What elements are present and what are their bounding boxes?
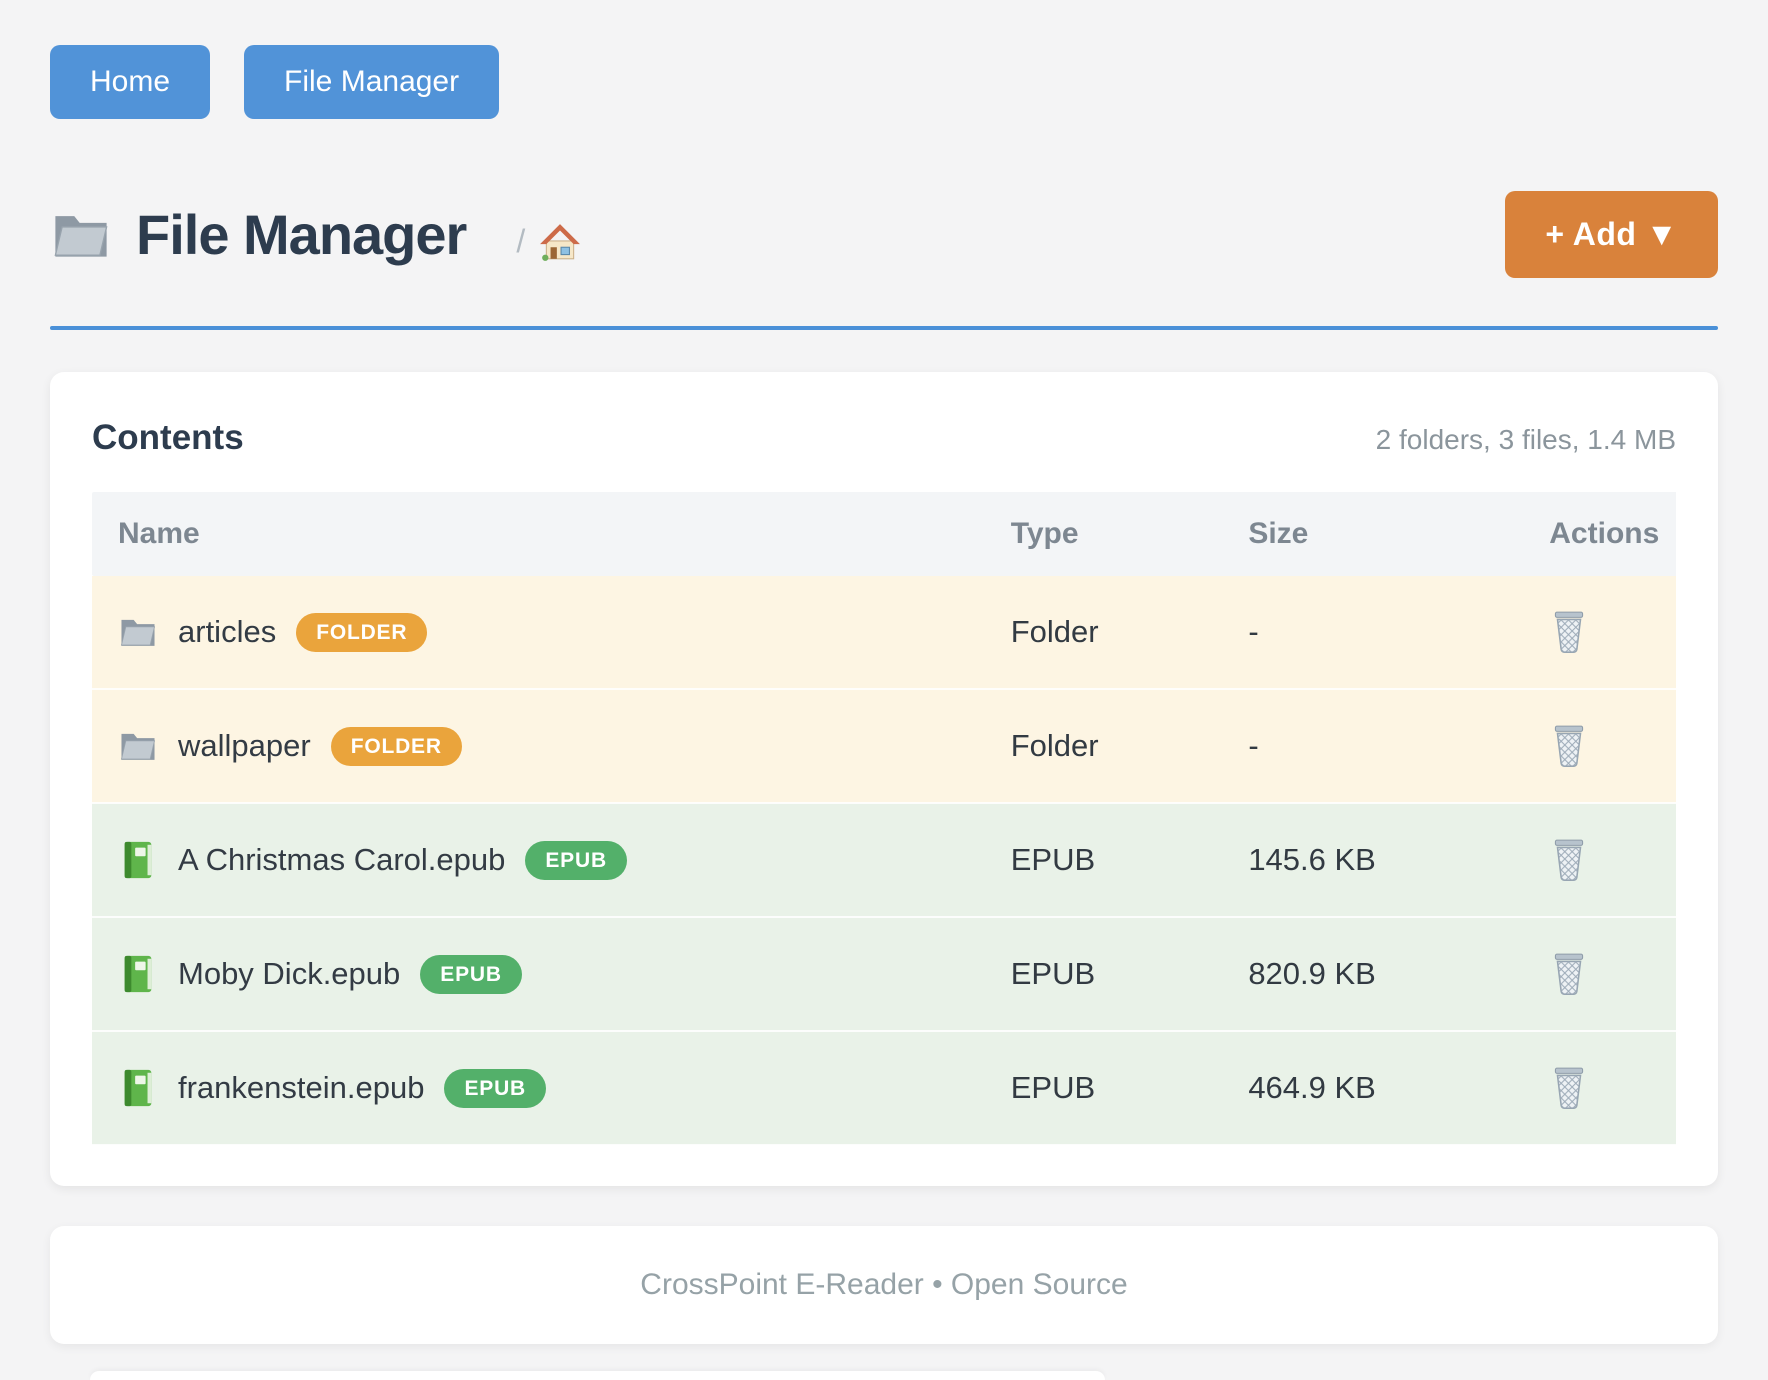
top-nav: Home File Manager [50, 45, 1718, 119]
file-name[interactable]: articles [178, 614, 277, 649]
breadcrumb: / [516, 222, 581, 262]
trash-icon [1549, 951, 1589, 997]
delete-button[interactable] [1549, 609, 1589, 655]
file-size: 145.6 KB [1248, 842, 1376, 877]
delete-button[interactable] [1549, 1065, 1589, 1111]
file-type-badge: FOLDER [296, 612, 428, 652]
table-row: frankenstein.epub EPUB EPUB 464.9 KB [92, 1031, 1676, 1145]
header-divider [50, 326, 1718, 330]
trash-icon [1549, 1065, 1589, 1111]
title-wrap: File Manager / [50, 202, 581, 267]
file-type-badge: EPUB [420, 954, 522, 994]
table-row: articles FOLDER Folder - [92, 576, 1676, 689]
book-icon [118, 954, 158, 994]
file-type: Folder [1010, 728, 1099, 763]
footer-card: CrossPoint E-Reader • Open Source [50, 1226, 1718, 1344]
file-type-badge: EPUB [444, 1068, 547, 1108]
file-name[interactable]: A Christmas Carol.epub [178, 842, 506, 877]
file-type: EPUB [1010, 956, 1096, 991]
add-button[interactable]: + Add ▼ [1505, 191, 1718, 278]
file-type: Folder [1010, 614, 1099, 649]
breadcrumb-separator: / [516, 223, 526, 259]
file-size: 820.9 KB [1248, 956, 1376, 991]
file-table: Name Type Size Actions articles FOLDER F… [92, 492, 1676, 1146]
column-header-type: Type [1010, 492, 1249, 576]
contents-card: Contents 2 folders, 3 files, 1.4 MB Name… [50, 372, 1718, 1186]
folder-icon [118, 612, 158, 652]
file-size: - [1248, 728, 1259, 763]
table-row: A Christmas Carol.epub EPUB EPUB 145.6 K… [92, 803, 1676, 917]
table-row: Moby Dick.epub EPUB EPUB 820.9 KB [92, 917, 1676, 1031]
folder-icon [50, 208, 112, 262]
file-size: 464.9 KB [1248, 1070, 1376, 1105]
home-icon[interactable] [539, 222, 581, 262]
page: Home File Manager File Manager / [50, 45, 1718, 1344]
file-type: EPUB [1010, 842, 1096, 877]
file-name[interactable]: Moby Dick.epub [178, 956, 401, 991]
delete-button[interactable] [1549, 723, 1589, 769]
footer-text: CrossPoint E-Reader • Open Source [640, 1268, 1128, 1301]
file-size: - [1248, 614, 1259, 649]
table-header-row: Name Type Size Actions [92, 492, 1676, 576]
delete-button[interactable] [1549, 951, 1589, 997]
file-name[interactable]: wallpaper [178, 728, 311, 763]
table-row: wallpaper FOLDER Folder - [92, 689, 1676, 803]
book-icon [118, 1068, 158, 1108]
file-manager-button[interactable]: File Manager [244, 45, 500, 119]
contents-card-header: Contents 2 folders, 3 files, 1.4 MB [92, 418, 1676, 458]
contents-summary: 2 folders, 3 files, 1.4 MB [1375, 424, 1676, 455]
page-header: File Manager / + Add ▼ [50, 191, 1718, 278]
folder-icon [118, 726, 158, 766]
file-type-badge: EPUB [525, 840, 627, 880]
file-name[interactable]: frankenstein.epub [178, 1070, 425, 1105]
column-header-size: Size [1248, 492, 1550, 576]
delete-button[interactable] [1549, 837, 1589, 883]
page-title: File Manager [136, 203, 467, 266]
trash-icon [1549, 609, 1589, 655]
column-header-actions: Actions [1549, 492, 1676, 576]
book-icon [118, 840, 158, 880]
file-type-badge: FOLDER [330, 726, 462, 766]
contents-title: Contents [92, 418, 244, 457]
table-body: articles FOLDER Folder - [92, 576, 1676, 1145]
trash-icon [1549, 723, 1589, 769]
trash-icon [1549, 837, 1589, 883]
file-type: EPUB [1010, 1070, 1096, 1105]
next-card-top-edge [90, 1371, 1105, 1380]
column-header-name: Name [92, 492, 1011, 576]
home-button[interactable]: Home [50, 45, 211, 119]
